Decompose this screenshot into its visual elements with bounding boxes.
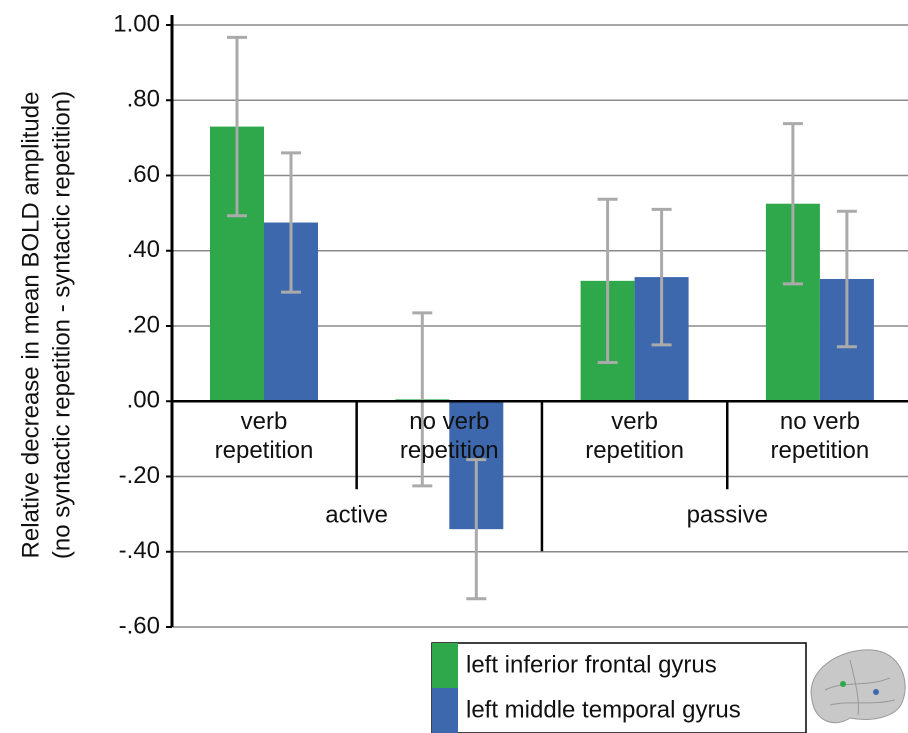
y-tick-label: -.60: [119, 612, 160, 639]
legend-label: left inferior frontal gyrus: [466, 651, 717, 678]
y-tick-label: .20: [127, 311, 160, 338]
x-tick-label: verb repetition: [189, 407, 339, 465]
y-axis-label: Relative decrease in mean BOLD amplitude: [17, 92, 44, 559]
x-tick-label: verb repetition: [560, 407, 710, 465]
legend: left inferior frontal gyrus left middle t…: [432, 643, 806, 733]
x-tick-label: no verb repetition: [374, 407, 524, 465]
y-tick-label: -.20: [119, 462, 160, 489]
y-tick-label: .00: [127, 387, 160, 414]
group-label: active: [325, 502, 388, 529]
y-axis-label: (no syntactic repetition - syntactic rep…: [48, 91, 75, 559]
chart: Relative decrease in mean BOLD amplitude…: [0, 0, 908, 733]
legend-label: left middle temporal gyrus: [466, 696, 741, 723]
legend-swatch: [432, 688, 458, 733]
brain-thumbnail: [806, 643, 908, 733]
x-tick-label: no verb repetition: [745, 407, 895, 465]
group-label: passive: [687, 502, 768, 529]
y-tick-label: 1.00: [113, 10, 160, 37]
y-tick-label: .80: [127, 86, 160, 113]
y-tick-label: -.40: [119, 537, 160, 564]
y-tick-label: .40: [127, 236, 160, 263]
page: Relative decrease in mean BOLD amplitude…: [0, 0, 908, 733]
y-tick-label: .60: [127, 161, 160, 188]
legend-swatch: [432, 643, 458, 688]
